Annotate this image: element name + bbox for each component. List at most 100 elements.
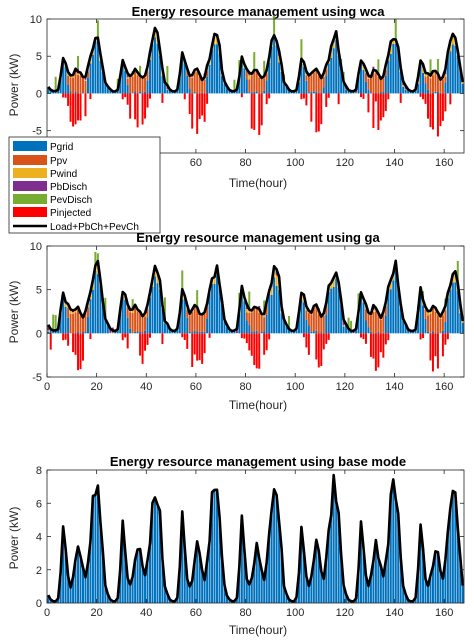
bar-pgrid: [253, 91, 256, 94]
bar-pgrid: [422, 548, 425, 603]
bar-pinjected: [431, 333, 434, 372]
bar-ppv: [255, 309, 258, 331]
bar-pinjected: [307, 333, 310, 355]
bar-pinjected: [198, 333, 201, 361]
load-line: [47, 473, 465, 603]
bar-pgrid: [233, 330, 236, 334]
bar-ppv: [203, 79, 206, 94]
bar-pgrid: [166, 325, 169, 334]
bar-pgrid: [72, 576, 75, 603]
bar-pgrid: [89, 541, 92, 603]
bar-pgrid: [67, 317, 70, 334]
bar-pgrid: [129, 584, 132, 603]
bar-pgrid: [96, 41, 99, 94]
bar-pgrid: [188, 89, 191, 94]
bar-pgrid: [424, 318, 427, 334]
bar-pwind: [77, 73, 80, 75]
bar-ppv: [258, 77, 261, 94]
bar-pgrid: [86, 77, 89, 94]
bar-pgrid: [49, 599, 52, 603]
panel-base-plot-area: [47, 473, 465, 603]
bar-pgrid: [250, 92, 253, 94]
bar-pgrid: [446, 531, 449, 603]
bar-pgrid: [444, 82, 447, 94]
bar-ppv: [312, 72, 315, 92]
bar-pgrid: [47, 595, 50, 603]
bar-pgrid: [248, 92, 251, 94]
bar-pinjected: [374, 93, 377, 102]
bar-pgrid: [213, 44, 216, 94]
bar-pgrid: [193, 560, 196, 603]
bar-pgrid: [414, 597, 417, 603]
bar-pinjected: [322, 333, 325, 350]
bar-pgrid: [315, 539, 318, 603]
bar-pgrid: [208, 541, 211, 603]
bar-ppv: [374, 73, 377, 93]
bar-pgrid: [330, 515, 333, 603]
bar-pevdisch: [394, 18, 397, 40]
bar-pgrid: [355, 598, 358, 603]
x-tick-label: 140: [385, 381, 403, 393]
bar-pgrid: [196, 331, 199, 334]
bar-pgrid: [382, 91, 385, 94]
bar-pgrid: [104, 320, 107, 334]
bar-pgrid: [387, 544, 390, 603]
bar-pgrid: [283, 586, 286, 603]
bar-pevdisch: [139, 65, 142, 76]
axes-box: [46, 18, 465, 154]
legend-swatch-ppv: [13, 155, 47, 165]
bar-pgrid: [221, 556, 223, 603]
bar-pgrid: [342, 326, 345, 334]
bar-pgrid: [389, 289, 392, 334]
bar-pgrid: [404, 89, 407, 94]
bar-pgrid: [417, 83, 420, 94]
bar-pinjected: [146, 93, 149, 108]
bar-pgrid: [171, 330, 174, 334]
bar-ppv: [193, 306, 196, 331]
bar-pinjected: [121, 93, 124, 100]
bar-pwind: [332, 42, 335, 49]
bar-pgrid: [295, 597, 298, 603]
bar-pinjected: [258, 333, 261, 369]
panel-ga: Energy resource management using ga 0 20 4…: [7, 230, 465, 412]
bar-pgrid: [69, 587, 72, 603]
bar-pgrid: [255, 91, 258, 94]
bar-pgrid: [59, 313, 62, 334]
bar-pgrid: [399, 557, 402, 603]
bar-ppv: [441, 79, 444, 94]
x-tick-label: 160: [435, 157, 453, 169]
bar-ppv: [131, 313, 134, 334]
bar-ppv: [436, 315, 439, 334]
bar-pinjected: [302, 333, 305, 338]
x-tick-label: 120: [336, 157, 354, 169]
bar-pgrid: [360, 521, 362, 603]
bar-pgrid: [243, 549, 246, 603]
bar-ppv: [134, 307, 137, 332]
bar-pgrid: [161, 76, 164, 94]
bar-pinjected: [191, 333, 194, 367]
bar-pgrid: [64, 306, 67, 334]
bar-pgrid: [278, 521, 281, 603]
bar-pgrid: [79, 332, 82, 334]
bar-ppv: [84, 80, 87, 94]
bar-pgrid: [417, 313, 420, 334]
bar-pgrid: [332, 48, 335, 94]
bar-pgrid: [146, 80, 149, 94]
bar-ppv: [263, 317, 266, 332]
bar-pinjected: [77, 93, 80, 121]
bar-pinjected: [260, 93, 263, 126]
bar-ppv: [315, 70, 318, 92]
bar-pgrid: [124, 70, 127, 94]
bar-pgrid: [431, 92, 434, 94]
bar-pgrid: [106, 594, 109, 603]
bar-ppv: [144, 77, 147, 92]
bar-pgrid: [419, 293, 422, 334]
bar-pgrid: [203, 580, 206, 603]
bar-pgrid: [449, 507, 452, 603]
bar-pgrid: [218, 287, 221, 334]
bar-ppv: [424, 76, 427, 84]
bar-pgrid: [218, 53, 221, 94]
bar-pwind: [47, 330, 50, 332]
bar-ppv: [265, 304, 268, 315]
bar-pevdisch: [181, 270, 184, 290]
